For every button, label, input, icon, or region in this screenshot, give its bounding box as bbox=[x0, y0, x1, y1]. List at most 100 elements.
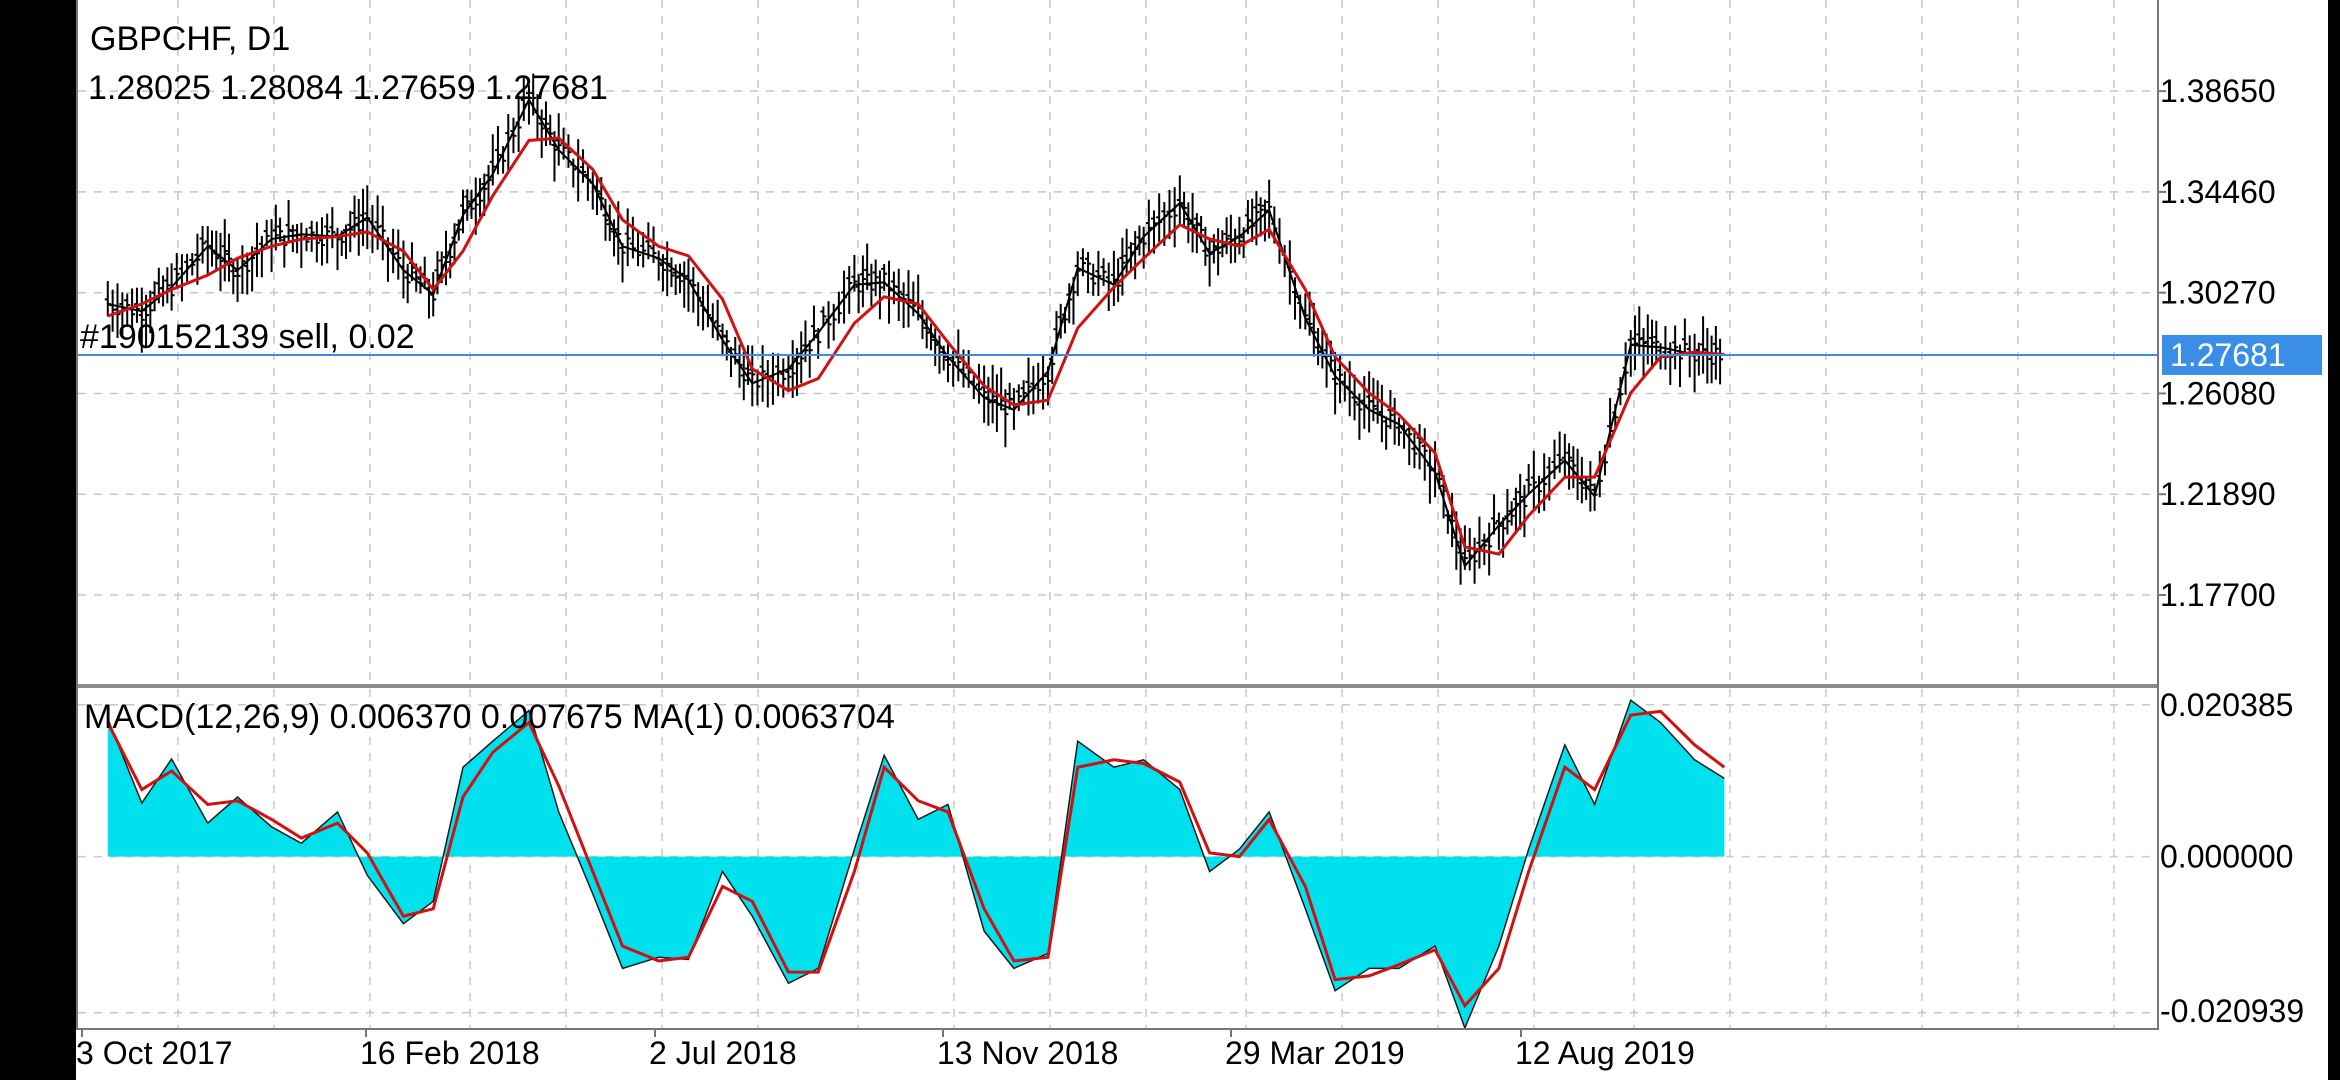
price-bar bbox=[676, 263, 683, 294]
price-bar bbox=[230, 258, 237, 295]
price-bar bbox=[104, 281, 111, 317]
price-bar bbox=[351, 195, 358, 238]
price-bar bbox=[404, 263, 411, 304]
price-tick-label: 1.17700 bbox=[2160, 577, 2276, 613]
price-bar bbox=[846, 266, 853, 314]
price-bar bbox=[1020, 380, 1027, 406]
price-bar bbox=[1185, 202, 1192, 244]
macd-title: MACD(12,26,9) 0.006370 0.007675 MA(1) 0.… bbox=[84, 698, 895, 736]
macd-y-axis: 0.020385 0.000000 -0.020939 bbox=[2160, 687, 2304, 1029]
price-bar bbox=[308, 220, 315, 252]
price-bar bbox=[780, 358, 787, 398]
price-bar bbox=[1486, 522, 1493, 576]
date-tick-label: 29 Mar 2019 bbox=[1225, 1035, 1405, 1071]
price-bar bbox=[272, 204, 279, 251]
date-tick-label: 2 Jul 2018 bbox=[649, 1035, 797, 1071]
price-bar bbox=[785, 354, 792, 393]
price-bar bbox=[239, 245, 246, 294]
pane-separator[interactable] bbox=[76, 684, 2158, 688]
price-bar bbox=[1471, 537, 1478, 584]
price-bar bbox=[1632, 315, 1639, 371]
price-tick-label: 1.38650 bbox=[2160, 73, 2276, 109]
price-bar bbox=[494, 125, 501, 175]
price-bar bbox=[1421, 428, 1428, 481]
price-bar bbox=[900, 282, 907, 329]
price-bar bbox=[164, 267, 171, 304]
price-bar bbox=[1025, 357, 1032, 416]
price-bar bbox=[1105, 262, 1112, 312]
price-bar bbox=[1530, 450, 1537, 511]
price-bar bbox=[1074, 251, 1081, 297]
price-bar bbox=[589, 171, 596, 210]
price-bar bbox=[1176, 175, 1183, 225]
price-bar bbox=[114, 283, 121, 338]
price-bar bbox=[1066, 283, 1073, 324]
price-bar bbox=[329, 207, 336, 249]
price-bar bbox=[1636, 306, 1643, 355]
price-bar bbox=[1261, 199, 1268, 242]
macd-tick-label: -0.020939 bbox=[2160, 993, 2304, 1029]
order-label[interactable]: #190152139 sell, 0.02 bbox=[80, 318, 415, 356]
price-bar bbox=[1206, 237, 1213, 287]
price-bar bbox=[855, 274, 862, 314]
price-bar bbox=[1700, 316, 1707, 374]
price-bar bbox=[695, 282, 702, 327]
price-bar bbox=[1653, 320, 1660, 364]
date-tick-label: 12 Aug 2019 bbox=[1515, 1035, 1695, 1071]
price-bar bbox=[390, 228, 397, 274]
price-bar bbox=[1691, 333, 1698, 393]
price-y-axis: 1.38650 1.34460 1.30270 1.26080 1.21890 1.177… bbox=[2158, 73, 2276, 613]
price-bar bbox=[374, 195, 381, 250]
price-bar bbox=[1215, 228, 1222, 276]
price-bar bbox=[606, 204, 613, 242]
price-bar bbox=[714, 299, 721, 341]
date-tick-label: 16 Feb 2018 bbox=[360, 1035, 540, 1071]
price-bar bbox=[1561, 433, 1568, 479]
price-bar bbox=[640, 232, 647, 268]
price-bar bbox=[355, 198, 362, 256]
right-edge-bar bbox=[2328, 0, 2340, 1080]
ohlc-readout: 1.28025 1.28084 1.27659 1.27681 bbox=[88, 69, 608, 107]
price-bar bbox=[1640, 328, 1647, 377]
price-bar bbox=[455, 219, 462, 241]
left-edge-bar bbox=[0, 0, 76, 1080]
price-bar bbox=[464, 189, 471, 221]
price-bar bbox=[360, 188, 367, 247]
price-bar bbox=[538, 109, 545, 158]
price-bar bbox=[1411, 427, 1418, 469]
price-bar bbox=[1223, 217, 1230, 255]
price-bar bbox=[234, 256, 241, 302]
price-bar bbox=[258, 235, 265, 278]
price-bar bbox=[820, 306, 827, 327]
price-bar bbox=[1416, 424, 1423, 470]
price-bar bbox=[825, 301, 832, 349]
price-bar bbox=[1119, 237, 1126, 296]
macd-grid bbox=[78, 689, 2157, 1028]
price-bar bbox=[1525, 463, 1532, 495]
time-axis: 3 Oct 2017 16 Feb 2018 2 Jul 2018 13 Nov 20… bbox=[76, 1029, 1695, 1071]
price-bar bbox=[859, 255, 866, 308]
price-bar bbox=[1717, 338, 1724, 385]
price-bar bbox=[868, 263, 875, 307]
price-bar bbox=[347, 210, 354, 253]
price-bar bbox=[138, 287, 145, 353]
price-bar bbox=[1015, 384, 1022, 411]
price-bar bbox=[1587, 460, 1594, 512]
macd-tick-label: 0.000000 bbox=[2160, 839, 2293, 875]
current-price-tag: 1.27681 bbox=[2162, 334, 2322, 375]
price-bar bbox=[944, 340, 951, 383]
price-bar bbox=[1570, 446, 1577, 489]
price-bar bbox=[1695, 342, 1702, 376]
price-bar bbox=[244, 252, 251, 295]
price-bar bbox=[1249, 198, 1256, 242]
price-bar bbox=[1681, 318, 1688, 354]
macd-signal-line bbox=[106, 709, 1726, 1009]
price-bar bbox=[611, 219, 618, 257]
macd-tick-label: 0.020385 bbox=[2160, 687, 2293, 723]
price-bar bbox=[298, 222, 305, 269]
price-bar bbox=[624, 208, 631, 267]
price-bar bbox=[221, 219, 228, 282]
price-bar bbox=[217, 232, 224, 292]
price-bar bbox=[1095, 250, 1102, 296]
